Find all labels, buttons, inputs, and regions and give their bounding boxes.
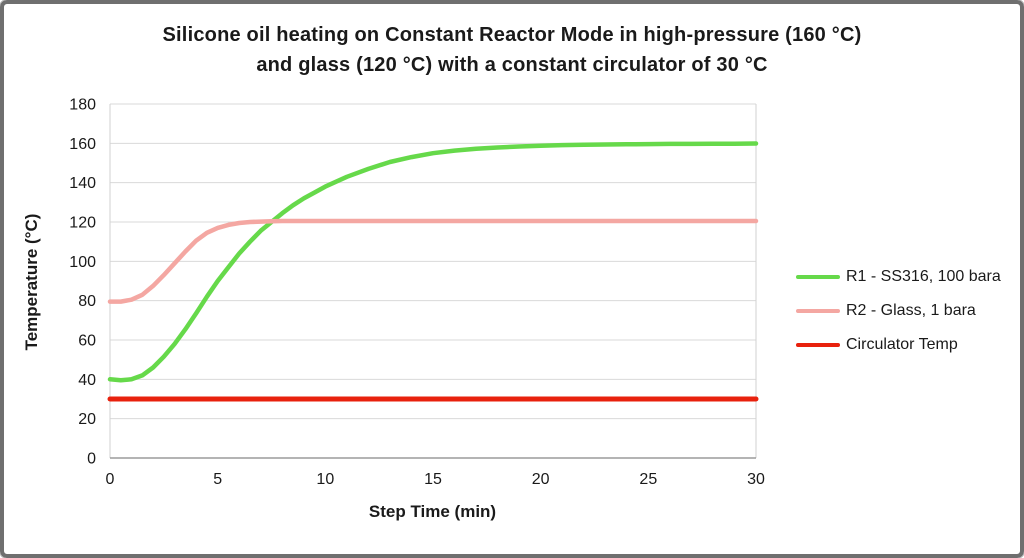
legend-label-r1: R1 - SS316, 100 bara	[846, 268, 1001, 285]
chart-title: Silicone oil heating on Constant Reactor…	[4, 20, 1020, 80]
x-tick-label-25: 25	[639, 471, 657, 488]
x-tick-label-30: 30	[747, 471, 765, 488]
x-tick-label-15: 15	[424, 471, 442, 488]
legend-swatch-circulator-line	[796, 343, 840, 347]
y-tick-label-100: 100	[69, 254, 96, 271]
y-tick-label-120: 120	[69, 215, 96, 232]
x-tick-label-20: 20	[532, 471, 550, 488]
y-tick-label-160: 160	[69, 136, 96, 153]
series-line-0	[107, 141, 759, 383]
y-tick-label-0: 0	[87, 451, 96, 468]
legend-label-r2: R2 - Glass, 1 bara	[846, 302, 976, 319]
legend-swatch-r1-line	[796, 275, 840, 279]
chart-title-line1: Silicone oil heating on Constant Reactor…	[162, 24, 862, 46]
y-tick-label-140: 140	[69, 175, 96, 192]
legend-swatch-r2-line	[796, 309, 840, 313]
y-tick-label-80: 80	[78, 293, 96, 310]
legend-item-r2: R2 - Glass, 1 bara	[796, 300, 1001, 322]
legend-item-circulator: Circulator Temp	[796, 334, 1001, 356]
x-tick-label-0: 0	[106, 471, 115, 488]
y-tick-label-40: 40	[78, 372, 96, 389]
series-line-1	[107, 218, 759, 304]
plot-area: 0 20 40 60 80 100 120 140 160 180 0 5 10 15 20 25 30	[69, 97, 765, 489]
legend: R1 - SS316, 100 bara R2 - Glass, 1 bara …	[796, 266, 1001, 356]
x-tick-label-5: 5	[213, 471, 222, 488]
chart-title-line2: and glass (120 °C) with a constant circu…	[256, 54, 768, 76]
x-tick-label-10: 10	[316, 471, 334, 488]
y-tick-label-60: 60	[78, 333, 96, 350]
x-axis-title: Step Time (min)	[368, 502, 497, 521]
y-tick-label-180: 180	[69, 97, 96, 114]
legend-label-circulator: Circulator Temp	[846, 336, 958, 353]
legend-item-r1: R1 - SS316, 100 bara	[796, 266, 1001, 288]
y-tick-label-20: 20	[78, 411, 96, 428]
